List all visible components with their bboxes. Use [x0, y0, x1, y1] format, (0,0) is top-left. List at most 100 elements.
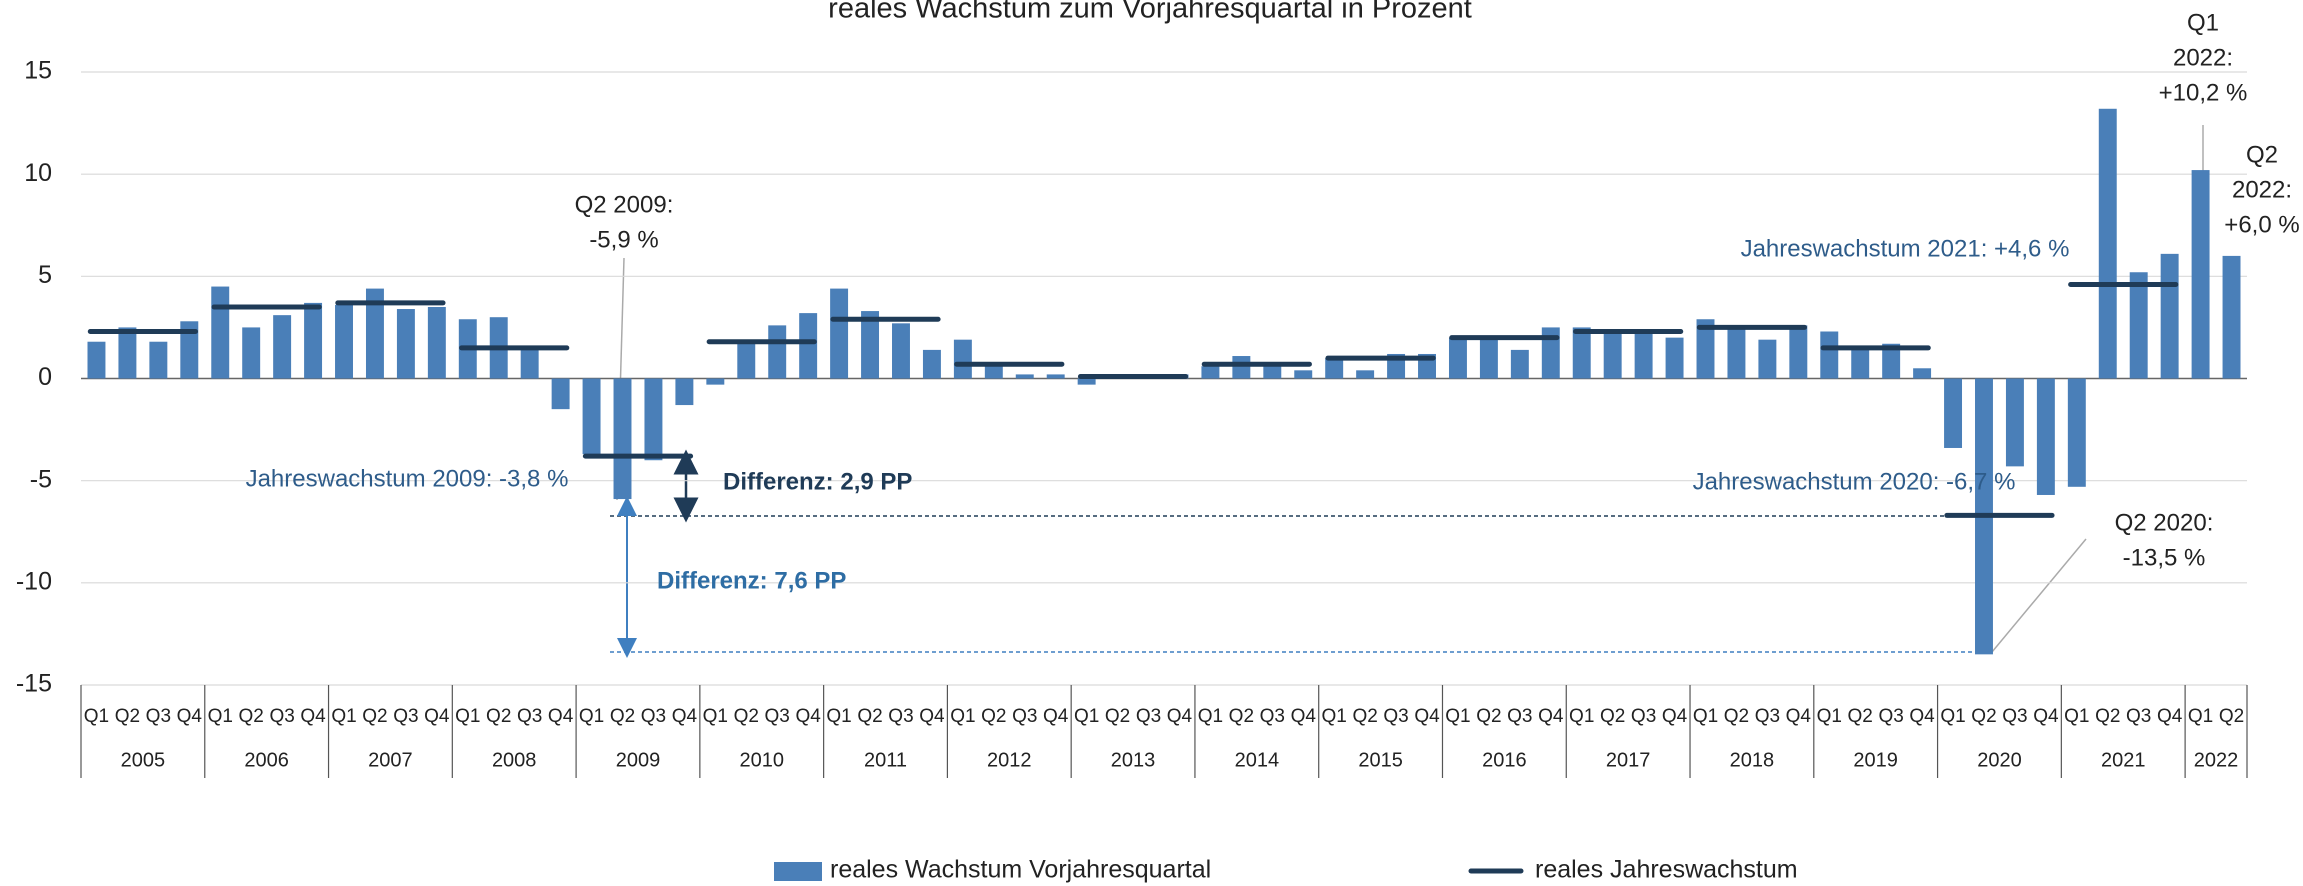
bar [1541, 327, 1560, 379]
annotation: +6,0 % [2224, 211, 2299, 238]
y-tick-label: 10 [24, 159, 52, 187]
year-label: 2019 [1853, 749, 1898, 771]
x-tick-label: Q4 [424, 706, 450, 727]
year-label: 2017 [1606, 749, 1651, 771]
bar [2098, 108, 2117, 379]
y-tick-label: -5 [30, 465, 52, 493]
year-label: 2006 [244, 749, 289, 771]
bar [1294, 370, 1313, 379]
bar [211, 286, 230, 379]
x-tick-label: Q3 [1260, 706, 1285, 727]
x-tick-label: Q1 [208, 706, 233, 727]
bar [2222, 255, 2241, 379]
bar [427, 306, 446, 379]
bar [1727, 329, 1746, 379]
year-label: 2012 [987, 749, 1032, 771]
x-tick-label: Q3 [1755, 706, 1780, 727]
bar [984, 366, 1003, 379]
bar [1015, 374, 1034, 379]
bar [365, 288, 384, 379]
x-tick-label: Q3 [1012, 706, 1037, 727]
x-tick-label: Q2 [1600, 706, 1625, 727]
annotation: Q2 [2246, 141, 2278, 168]
x-tick-label: Q4 [1786, 706, 1812, 727]
x-tick-label: Q1 [84, 706, 109, 727]
x-tick-label: Q1 [950, 706, 975, 727]
x-tick-label: Q4 [1167, 706, 1193, 727]
bar [1820, 331, 1839, 379]
year-label: 2009 [616, 749, 661, 771]
x-tick-label: Q4 [1538, 706, 1564, 727]
annotation: 2022: [2232, 176, 2292, 203]
bar [1572, 327, 1591, 379]
bar [613, 378, 632, 500]
x-tick-label: Q1 [703, 706, 728, 727]
x-tick-label: Q2 [734, 706, 759, 727]
bar [2067, 378, 2086, 487]
x-tick-label: Q1 [2064, 706, 2089, 727]
bar [1851, 345, 1870, 379]
bar [1603, 333, 1622, 379]
x-tick-label: Q4 [795, 706, 821, 727]
x-tick-label: Q4 [672, 706, 698, 727]
x-tick-label: Q4 [300, 706, 326, 727]
x-tick-label: Q1 [579, 706, 604, 727]
bar [1758, 339, 1777, 379]
bar [1696, 319, 1715, 379]
annotation: Jahreswachstum 2021: +4,6 % [1741, 235, 2070, 262]
bar [644, 378, 663, 461]
bar [2129, 272, 2148, 379]
bar [737, 339, 756, 379]
bar [1913, 368, 1932, 379]
x-tick-label: Q3 [1878, 706, 1903, 727]
bar [1634, 333, 1653, 379]
x-tick-label: Q3 [641, 706, 666, 727]
year-label: 2016 [1482, 749, 1527, 771]
x-tick-label: Q4 [548, 706, 574, 727]
y-tick-label: 0 [38, 363, 52, 391]
x-tick-label: Q4 [1043, 706, 1069, 727]
x-tick-label: Q4 [177, 706, 203, 727]
bar [1665, 337, 1684, 379]
x-tick-label: Q1 [1322, 706, 1347, 727]
legend-swatch [774, 862, 822, 881]
year-label: 2015 [1358, 749, 1403, 771]
legend-label: reales Jahreswachstum [1535, 856, 1798, 884]
bar [87, 341, 106, 379]
x-tick-label: Q2 [1848, 706, 1873, 727]
x-tick-label: Q2 [981, 706, 1006, 727]
x-tick-label: Q4 [2033, 706, 2059, 727]
x-tick-label: Q3 [888, 706, 913, 727]
x-tick-label: Q3 [1507, 706, 1532, 727]
y-tick-label: 5 [38, 261, 52, 289]
x-tick-label: Q1 [1569, 706, 1594, 727]
x-tick-label: Q2 [115, 706, 140, 727]
x-tick-label: Q3 [517, 706, 542, 727]
x-tick-label: Q1 [1198, 706, 1223, 727]
x-tick-label: Q3 [2002, 706, 2027, 727]
x-tick-label: Q3 [1631, 706, 1656, 727]
annotation: -13,5 % [2123, 544, 2206, 571]
x-tick-label: Q1 [331, 706, 356, 727]
x-tick-label: Q3 [393, 706, 418, 727]
bar [922, 349, 941, 379]
bar [1789, 325, 1808, 379]
x-tick-label: Q2 [1352, 706, 1377, 727]
bar [861, 311, 880, 379]
bar [675, 378, 694, 406]
year-label: 2021 [2101, 749, 2146, 771]
bar [1325, 358, 1344, 379]
x-tick-label: Q2 [486, 706, 511, 727]
bar [242, 327, 261, 379]
legend-label: reales Wachstum Vorjahresquartal [830, 856, 1211, 884]
x-tick-label: Q3 [1383, 706, 1408, 727]
x-tick-label: Q1 [1074, 706, 1099, 727]
bar [2160, 253, 2179, 379]
bar [551, 378, 570, 410]
year-label: 2022 [2194, 749, 2239, 771]
bar [1356, 370, 1375, 379]
x-tick-label: Q4 [919, 706, 945, 727]
bar [799, 313, 818, 379]
